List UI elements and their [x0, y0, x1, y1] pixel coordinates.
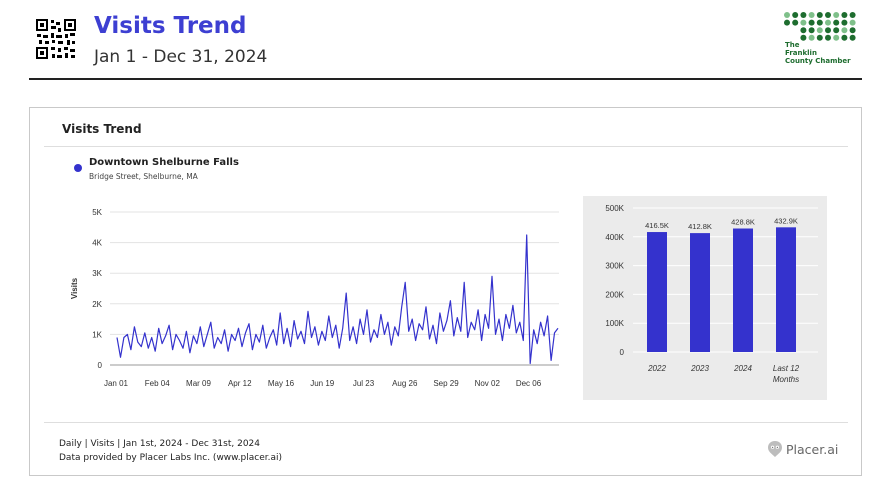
y-tick-label: 2K — [92, 300, 102, 309]
logo-dot — [849, 12, 856, 18]
x-tick-label: 2024 — [733, 364, 752, 373]
logo-dot — [808, 34, 815, 41]
y-tick-label: 400K — [605, 233, 624, 242]
legend-venue-address: Bridge Street, Shelburne, MA — [89, 172, 198, 181]
logo-dot — [849, 19, 856, 26]
yearly-visits-bar-chart: 0 100K 200K 300K 400K 500K 416.5K 2022 412.8K 202… — [605, 204, 818, 384]
bar-value-label: 412.8K — [688, 222, 712, 231]
chamber-logo-text: The Franklin County Chamber — [785, 41, 861, 65]
y-axis-label: Visits — [70, 277, 79, 299]
yearly-visits-panel: 0 100K 200K 300K 400K 500K 416.5K 2022 412.8K 202… — [583, 196, 827, 400]
logo-dot — [833, 19, 840, 26]
y-tick-label: 500K — [605, 204, 624, 213]
y-tick-label: 0 — [98, 361, 103, 370]
legend-marker — [74, 164, 82, 172]
logo-line1: The — [785, 41, 800, 49]
y-tick-label: 3K — [92, 269, 102, 278]
logo-dot — [784, 12, 790, 18]
series-line-downtown-shelburne-falls — [116, 234, 559, 365]
logo-dot — [816, 34, 823, 41]
daily-visits-line-chart: 0 1K 2K 3K 4K 5K Visits Jan 01 Feb 04 Mar 09 Apr 1… — [70, 208, 559, 388]
chamber-logo-icon — [784, 12, 856, 41]
x-tick-label: Jun 19 — [310, 379, 335, 388]
bar-value-label: 428.8K — [731, 218, 755, 227]
x-tick-label: 2023 — [690, 364, 709, 373]
x-tick-label: Sep 29 — [433, 379, 459, 388]
bar-2023 — [690, 233, 710, 352]
logo-dot — [784, 19, 790, 26]
x-tick-label: Feb 04 — [145, 379, 170, 388]
visits-trend-card: Visits Trend Downtown Shelburne Falls Br… — [29, 107, 862, 476]
x-tick-label: Last 12 — [773, 364, 800, 373]
logo-dot — [841, 12, 848, 18]
page-title: Visits Trend — [94, 13, 247, 39]
x-tick-label: Mar 09 — [186, 379, 211, 388]
placer-brand-name: Placer.ai — [786, 441, 839, 457]
logo-dot — [825, 19, 831, 26]
footer-metric-info: Daily | Visits | Jan 1st, 2024 - Dec 31s… — [59, 439, 260, 449]
logo-dot — [792, 12, 799, 18]
logo-dot — [816, 12, 823, 18]
x-tick-label: May 16 — [268, 379, 295, 388]
logo-dot — [808, 19, 815, 26]
logo-dot — [825, 34, 831, 41]
logo-dot — [849, 27, 856, 34]
x-tick-label: Dec 06 — [516, 379, 542, 388]
x-tick-label: Jul 23 — [353, 379, 375, 388]
x-tick-label-cont: Months — [773, 375, 799, 384]
bar-value-label: 416.5K — [645, 221, 669, 230]
y-tick-label: 1K — [92, 330, 102, 339]
logo-dot — [800, 12, 807, 18]
y-tick-label: 0 — [620, 348, 625, 357]
placer-logo-icon — [768, 441, 782, 457]
x-tick-label: Jan 01 — [104, 379, 129, 388]
x-tick-label: Nov 02 — [475, 379, 501, 388]
bar-last-12-months — [776, 227, 796, 352]
logo-dot — [833, 12, 840, 18]
bar-value-label: 432.9K — [774, 216, 798, 225]
y-tick-label: 100K — [605, 319, 624, 328]
bar-2022 — [647, 232, 667, 352]
card-divider-top — [44, 146, 848, 147]
logo-dot — [792, 19, 799, 26]
y-tick-label: 5K — [92, 208, 102, 217]
logo-dot — [825, 12, 831, 18]
x-tick-label: 2022 — [647, 364, 666, 373]
logo-dot — [800, 27, 807, 34]
x-tick-label: Aug 26 — [392, 379, 418, 388]
y-tick-label: 4K — [92, 239, 102, 248]
logo-dot — [800, 19, 807, 26]
logo-dot — [841, 27, 848, 34]
logo-dot — [849, 34, 856, 41]
logo-line2: Franklin — [785, 49, 817, 57]
logo-dot — [825, 27, 831, 34]
logo-dot — [800, 34, 807, 41]
logo-dot — [841, 34, 848, 41]
logo-dot — [833, 34, 840, 41]
logo-dot — [833, 27, 840, 34]
x-tick-label: Apr 12 — [228, 379, 252, 388]
logo-dot — [816, 27, 823, 34]
logo-dot — [841, 19, 848, 26]
placer-brand: Placer.ai — [768, 441, 838, 457]
y-tick-label: 200K — [605, 290, 624, 299]
legend-venue-name: Downtown Shelburne Falls — [89, 157, 239, 168]
header-divider — [29, 78, 862, 80]
card-divider-bottom — [44, 422, 848, 423]
y-tick-label: 300K — [605, 262, 624, 271]
logo-line3: County Chamber — [785, 57, 851, 65]
logo-dot — [816, 19, 823, 26]
bar-2024 — [733, 228, 753, 352]
logo-dot — [808, 12, 815, 18]
logo-dot — [808, 27, 815, 34]
card-title: Visits Trend — [62, 122, 142, 136]
date-range: Jan 1 - Dec 31, 2024 — [94, 47, 268, 67]
qr-code-icon — [36, 19, 76, 59]
footer-data-source: Data provided by Placer Labs Inc. (www.p… — [59, 453, 283, 463]
